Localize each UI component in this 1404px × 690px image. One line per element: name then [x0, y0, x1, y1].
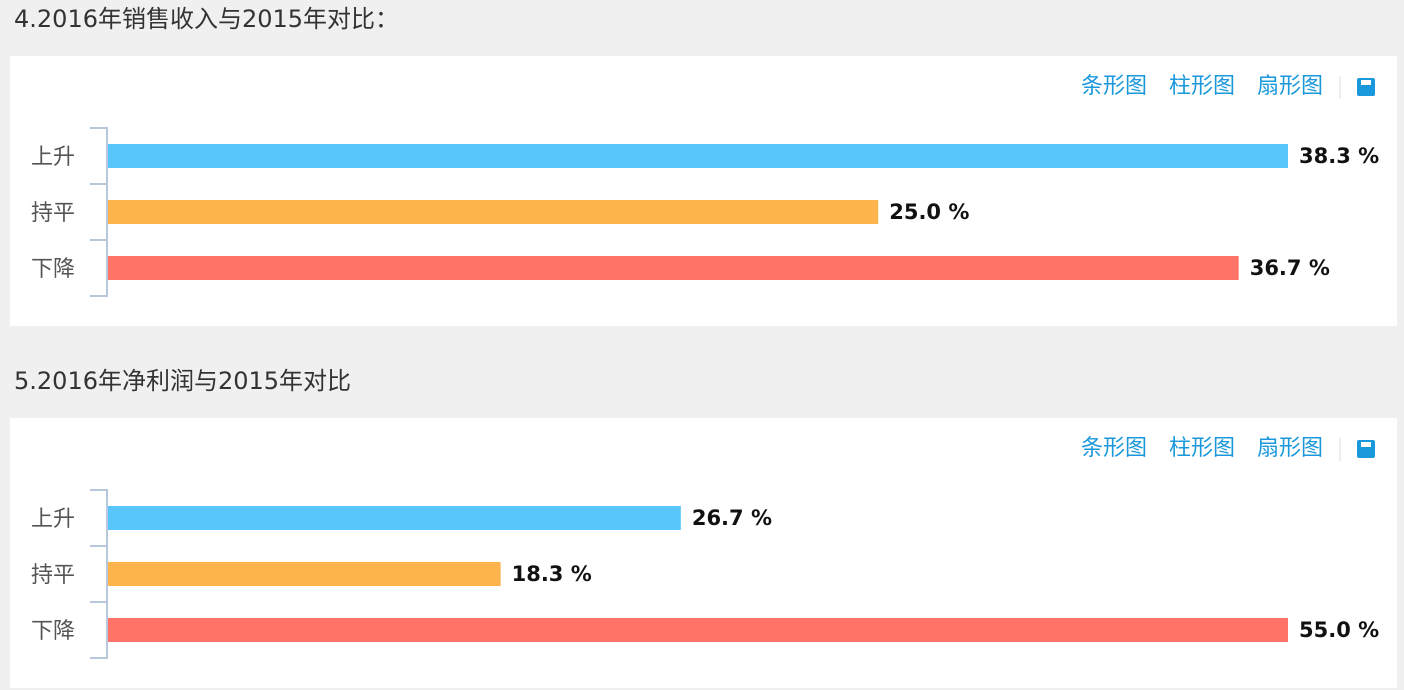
section-title: 4.2016年销售收入与2015年对比：: [14, 5, 399, 33]
category-label: 持平: [31, 201, 75, 226]
bar: [108, 200, 879, 224]
value-label: 55.0 %: [1299, 618, 1379, 642]
toolbar-button[interactable]: 扇形图: [1257, 74, 1323, 99]
toolbar-button[interactable]: 条形图: [1081, 436, 1147, 461]
toolbar-button[interactable]: 条形图: [1081, 74, 1147, 99]
category-label: 上升: [31, 507, 75, 532]
toolbar-button[interactable]: 柱形图: [1169, 74, 1235, 99]
value-label: 25.0 %: [889, 200, 969, 224]
chart-panel: [10, 418, 1397, 688]
chart-panel: [10, 56, 1397, 326]
toolbar-button[interactable]: 扇形图: [1257, 436, 1323, 461]
bar: [108, 562, 501, 586]
bar: [108, 144, 1288, 168]
category-label: 上升: [31, 145, 75, 170]
bar: [108, 618, 1288, 642]
bar: [108, 506, 681, 530]
save-icon-slot: [1361, 80, 1371, 85]
toolbar-button[interactable]: 柱形图: [1169, 436, 1235, 461]
value-label: 26.7 %: [692, 506, 772, 530]
bar: [108, 256, 1239, 280]
save-icon-slot: [1361, 442, 1371, 447]
value-label: 38.3 %: [1299, 144, 1379, 168]
category-label: 持平: [31, 563, 75, 588]
section-title: 5.2016年净利润与2015年对比: [14, 367, 351, 395]
category-label: 下降: [31, 257, 75, 282]
category-label: 下降: [31, 619, 75, 644]
value-label: 36.7 %: [1250, 256, 1330, 280]
value-label: 18.3 %: [512, 562, 592, 586]
